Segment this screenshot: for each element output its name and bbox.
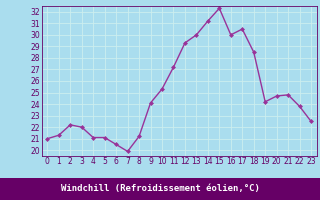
- Text: Windchill (Refroidissement éolien,°C): Windchill (Refroidissement éolien,°C): [60, 184, 260, 194]
